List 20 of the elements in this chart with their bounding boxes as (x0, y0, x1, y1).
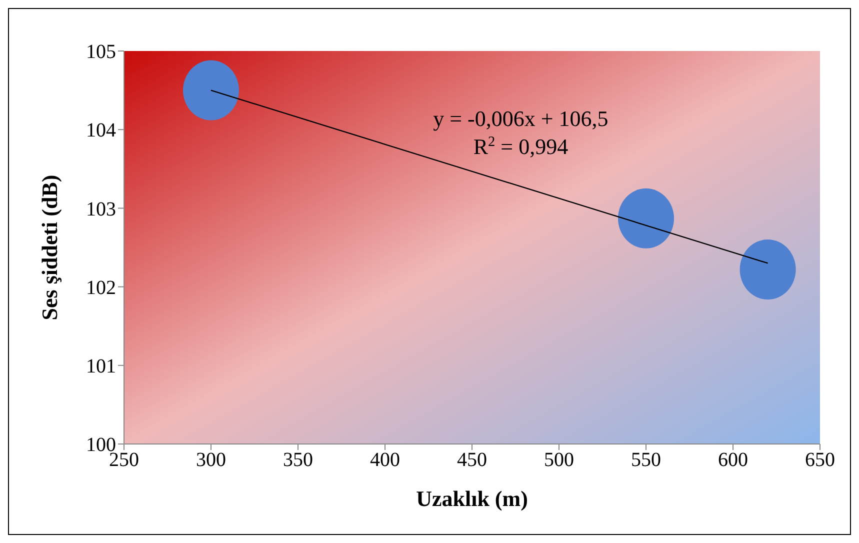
point (618, 188, 674, 248)
x-tick-label: 550 (631, 449, 661, 472)
x-axis-title: Uzaklık (m) (416, 486, 528, 511)
point (183, 60, 239, 120)
annotation: y = -0,006x + 106,5 (433, 106, 608, 131)
x-tick-label: 500 (544, 449, 574, 472)
y-axis-title: Ses şiddeti (dB) (36, 174, 62, 320)
x-tick-label: 600 (718, 449, 748, 472)
y-tick-label: 101 (86, 356, 116, 378)
y-tick-label: 103 (86, 198, 116, 220)
x-tick-label: 400 (370, 449, 400, 472)
point (740, 240, 796, 300)
x-tick-label: 300 (196, 449, 226, 472)
annotation: R$^{2}$ = 0,994 (473, 134, 568, 159)
y-tick-label: 105 (86, 41, 116, 64)
x-tick-label: 350 (283, 449, 313, 472)
y-tick-label: 102 (86, 276, 116, 299)
x-tick-label: 450 (457, 449, 487, 472)
y-tick-label: 104 (86, 120, 116, 142)
x-tick-label: 650 (805, 449, 835, 472)
